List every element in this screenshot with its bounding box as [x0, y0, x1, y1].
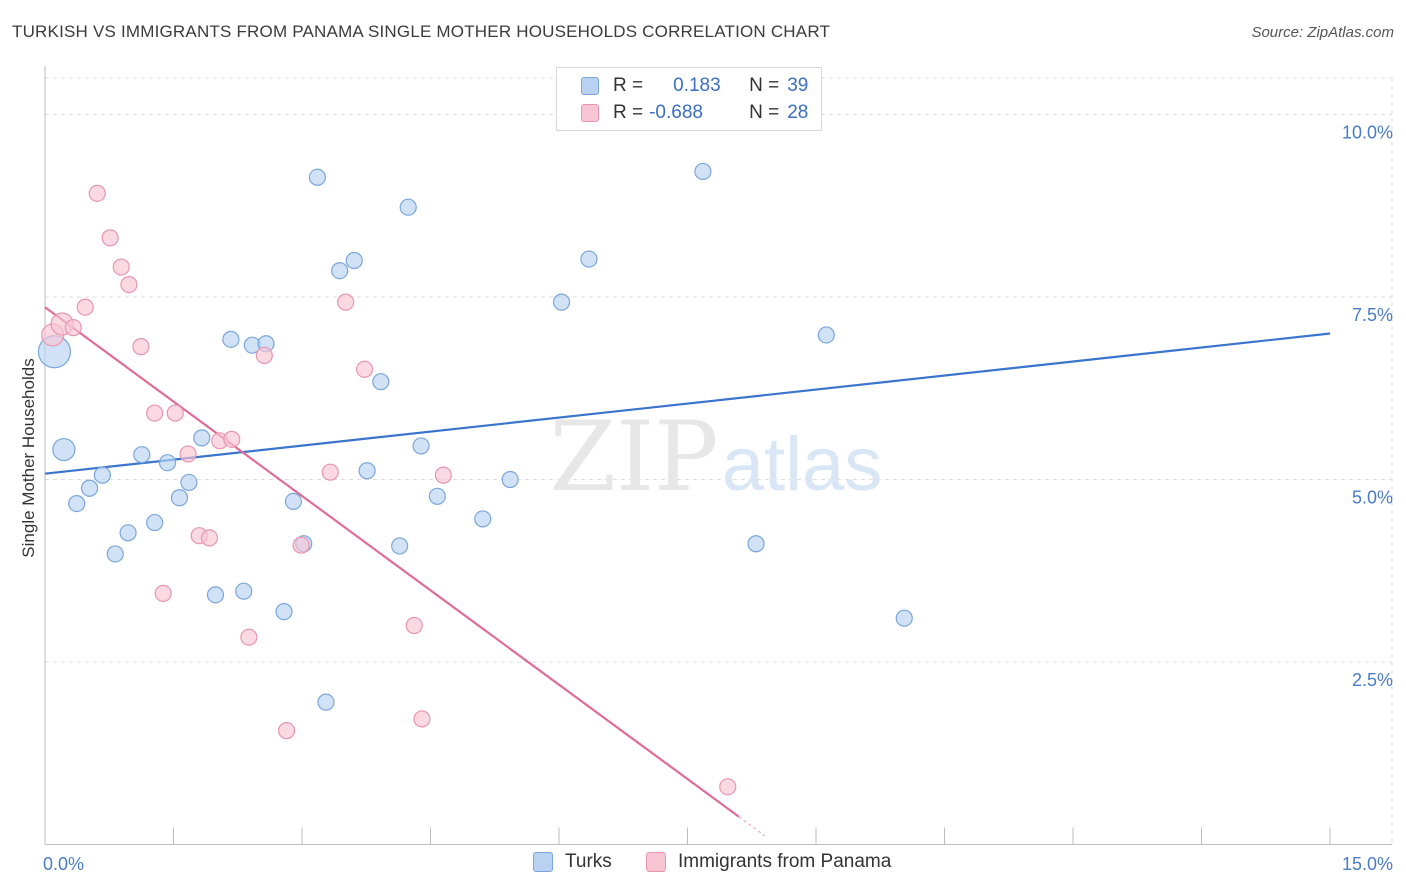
turks-point: [235, 582, 253, 600]
turks-point: [895, 609, 913, 627]
turks-point: [170, 489, 189, 507]
watermark-zip: ZIP: [549, 401, 718, 513]
chart-title: TURKISH VS IMMIGRANTS FROM PANAMA SINGLE…: [12, 22, 831, 41]
turks-point: [308, 168, 327, 186]
panama-point: [719, 778, 737, 796]
turks-point: [146, 513, 164, 532]
panama-point: [434, 466, 452, 484]
x-tick-label: 15.0%: [1342, 854, 1393, 874]
panama-point: [154, 584, 172, 602]
turks-point: [694, 162, 712, 181]
turks-point: [284, 492, 303, 510]
panama-point: [132, 338, 150, 356]
source-label: Source: ZipAtlas.com: [1251, 24, 1394, 41]
watermark: ZIP atlas: [549, 401, 882, 513]
legend-r-label: R =: [613, 75, 644, 96]
turks-point: [106, 545, 124, 563]
turks-point: [391, 537, 409, 555]
panama-point: [405, 616, 423, 635]
panama-point: [101, 229, 119, 247]
y-tick-label: 10.0%: [1342, 123, 1393, 143]
legend-n-label: N =: [749, 75, 780, 96]
y-tick-label: 5.0%: [1352, 488, 1393, 508]
turks-point: [206, 586, 225, 604]
bottom-legend-turks: Turks: [533, 851, 612, 873]
turks-point: [747, 535, 765, 553]
panama-point: [112, 258, 130, 276]
panama-point: [64, 319, 82, 337]
turks-point: [93, 466, 111, 484]
turks-point: [275, 603, 293, 621]
legend-r-value-panama: -0.688: [649, 102, 703, 123]
turks-point: [158, 454, 177, 472]
turks-point: [222, 330, 240, 348]
turks-point: [180, 473, 198, 492]
y-tick-label: 2.5%: [1352, 670, 1393, 690]
turks-point: [501, 470, 519, 489]
panama-point: [355, 360, 374, 378]
turks-point: [817, 326, 835, 344]
turks-point: [428, 487, 446, 505]
y-axis-label: Single Mother Households: [19, 358, 38, 557]
data-points: [37, 162, 913, 796]
panama-point: [88, 184, 106, 202]
turks-point: [552, 293, 571, 311]
legend-r-value-turks: 0.183: [673, 75, 721, 96]
turks-point: [345, 251, 363, 270]
turks-point: [193, 429, 211, 447]
panama-point: [223, 430, 241, 448]
turks-point: [317, 693, 335, 711]
panama-point: [277, 722, 296, 740]
turks-point: [399, 198, 417, 216]
bottom-legend-panama-label: Immigrants from Panama: [678, 851, 892, 872]
bottom-legend-panama: Immigrants from Panama: [646, 851, 891, 873]
legend-n-label: N =: [749, 102, 780, 123]
watermark-atlas: atlas: [722, 422, 883, 507]
panama-point: [200, 529, 219, 547]
legend-swatch-turks: [581, 77, 599, 95]
turks-trend-line: [44, 332, 1331, 475]
turks-point: [372, 373, 390, 391]
legend-n-value-panama: 28: [787, 102, 809, 123]
panama-point: [120, 275, 138, 294]
panama-point: [146, 404, 164, 422]
legend-r-label: R =: [613, 102, 644, 123]
panama-point: [166, 404, 184, 422]
panama-trend-line: [44, 306, 740, 818]
panama-point: [292, 536, 310, 554]
turks-point: [68, 494, 86, 513]
y-tick-label: 7.5%: [1352, 305, 1393, 325]
panama-point: [321, 463, 339, 481]
panama-point: [179, 445, 197, 463]
turks-point: [52, 437, 76, 462]
tick-labels: 2.5% 5.0% 7.5% 10.0% 0.0% 15.0%: [43, 123, 1393, 875]
turks-point: [412, 437, 430, 455]
turks-point: [580, 250, 598, 268]
legend-row-panama: R = -0.688 N = 28: [581, 100, 808, 126]
turks-point: [474, 510, 492, 528]
turks-point: [133, 446, 151, 464]
bottom-swatch-turks: [533, 852, 553, 872]
panama-point: [240, 628, 258, 646]
turks-point: [331, 262, 349, 280]
turks-point: [358, 462, 376, 480]
trend-lines: [44, 306, 1331, 837]
bottom-legend: Turks Immigrants from Panama: [0, 851, 1406, 877]
panama-point: [413, 710, 431, 728]
axes: [44, 66, 1392, 845]
legend-n-value-turks: 39: [787, 75, 809, 96]
x-tick-label: 0.0%: [43, 854, 84, 874]
turks-point: [119, 524, 137, 542]
panama-trend-extension: [738, 816, 765, 837]
panama-point: [255, 346, 273, 364]
panama-point: [337, 293, 355, 311]
bottom-legend-turks-label: Turks: [565, 851, 612, 872]
bottom-swatch-panama: [646, 852, 666, 872]
legend-row-turks: R = 0.183 N = 39: [581, 73, 808, 99]
legend-swatch-panama: [581, 104, 599, 122]
panama-point: [76, 298, 94, 316]
legend-box: R = 0.183 N = 39 R = -0.688 N = 28: [556, 67, 822, 131]
turks-point: [80, 479, 99, 497]
